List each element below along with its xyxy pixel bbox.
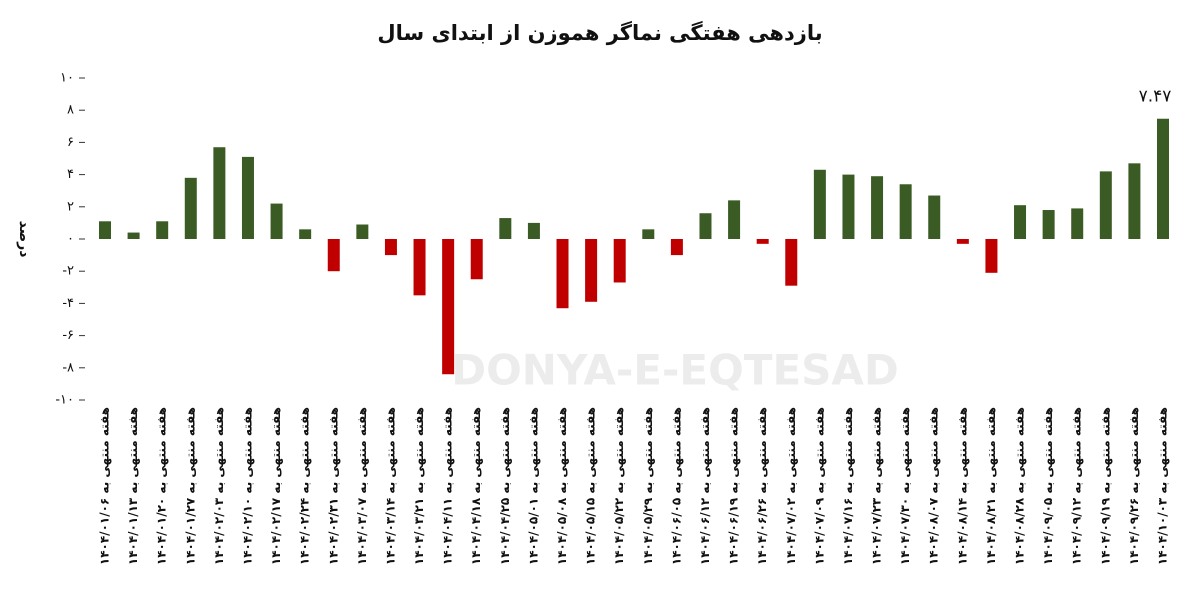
y-tick-label: -۱۰: [55, 393, 74, 408]
bar: [213, 147, 226, 239]
bar: [956, 239, 969, 244]
y-tick-label: -۶: [62, 328, 74, 343]
bar: [670, 239, 683, 256]
bar: [156, 221, 169, 239]
x-tick-label: هفته منتهی به ۱۴۰۴/۰۲/۲۴: [298, 407, 312, 565]
x-tick-label: هفته منتهی به ۱۴۰۴/۰۸/۰۷: [927, 407, 941, 565]
y-tick-label: -۸: [62, 360, 74, 375]
x-tick-label: هفته منتهی به ۱۴۰۴/۰۹/۱۲: [1070, 407, 1084, 565]
bar: [928, 195, 941, 239]
x-tick-label: هفته منتهی به ۱۴۰۴/۰۷/۱۶: [841, 407, 855, 565]
bar: [899, 184, 912, 239]
bar: [327, 239, 340, 272]
x-tick-label: هفته منتهی به ۱۴۰۴/۰۱/۲۷: [183, 407, 197, 565]
bar: [585, 239, 598, 302]
y-tick-label: ۶: [67, 135, 74, 150]
bar: [1042, 210, 1055, 239]
y-tick-label: ۰: [67, 232, 74, 247]
x-tick-label: هفته منتهی به ۱۴۰۴/۰۵/۲۹: [641, 407, 655, 565]
bar: [98, 221, 111, 239]
bar: [699, 213, 712, 239]
bar: [270, 203, 283, 239]
bar: [1128, 163, 1141, 239]
x-tick-label: هفته منتهی به ۱۴۰۴/۰۵/۲۲: [612, 407, 626, 565]
x-tick-label: هفته منتهی به ۱۴۰۴/۰۴/۲۵: [498, 407, 512, 565]
x-tick-label: هفته منتهی به ۱۴۰۴/۰۵/۱۵: [584, 407, 598, 565]
x-tick-label: هفته منتهی به ۱۴۰۴/۰۷/۲۳: [870, 407, 884, 565]
bar: [985, 239, 998, 273]
bar: [813, 169, 826, 239]
bar: [384, 239, 397, 256]
bar: [413, 239, 426, 296]
x-tick-label: هفته منتهی به ۱۴۰۴/۰۵/۰۸: [555, 407, 569, 565]
x-tick-label: هفته منتهی به ۱۴۰۴/۰۱/۲۰: [155, 407, 169, 565]
bar: [871, 176, 884, 239]
bar: [470, 239, 483, 280]
watermark: DONYA-E-EQTESAD: [451, 346, 899, 395]
bar: [842, 174, 855, 239]
bar: [613, 239, 626, 283]
bar: [728, 200, 741, 239]
x-tick-label: هفته منتهی به ۱۴۰۴/۰۷/۳۰: [898, 407, 912, 565]
y-tick-label: ۸: [67, 103, 74, 118]
y-tick-label: ۱۰: [60, 71, 74, 86]
x-tick-label: هفته منتهی به ۱۴۰۴/۰۶/۱۲: [698, 407, 712, 565]
x-tick-label: هفته منتهی به ۱۴۰۴/۰۵/۰۱: [526, 407, 540, 565]
bar: [1157, 118, 1170, 239]
x-tick-label: هفته منتهی به ۱۴۰۴/۰۹/۲۶: [1127, 407, 1141, 565]
x-tick-label: هفته منتهی به ۱۴۰۴/۰۷/۰۲: [784, 407, 798, 565]
bar: [785, 239, 798, 286]
x-tick-label: هفته منتهی به ۱۴۰۴/۰۲/۳۱: [326, 407, 340, 565]
x-tick-label: هفته منتهی به ۱۴۰۴/۰۹/۰۵: [1041, 407, 1055, 565]
bar: [127, 232, 140, 239]
bar: [1099, 171, 1112, 239]
x-tick-label: هفته منتهی به ۱۴۰۴/۰۲/۱۷: [269, 407, 283, 565]
bar: [556, 239, 569, 309]
x-tick-label: هفته منتهی به ۱۴۰۴/۰۹/۱۹: [1098, 407, 1112, 565]
bar: [442, 239, 455, 375]
chart-title: بازدهی هفتگی نماگر هموزن از ابتدای سال: [377, 20, 822, 45]
y-tick-label: -۴: [62, 296, 74, 311]
x-tick-label: هفته منتهی به ۱۴۰۴/۰۶/۱۹: [727, 407, 741, 565]
bar: [1071, 208, 1084, 239]
y-tick-label: ۲: [67, 199, 74, 214]
x-tick-label: هفته منتهی به ۱۴۰۴/۰۱/۱۳: [126, 407, 140, 565]
x-tick-label: هفته منتهی به ۱۴۰۴/۰۳/۰۷: [355, 407, 369, 565]
bar: [1014, 205, 1027, 239]
x-tick-label: هفته منتهی به ۱۴۰۴/۰۷/۰۹: [812, 407, 826, 565]
x-tick-label: هفته منتهی به ۱۴۰۴/۰۳/۱۴: [383, 407, 397, 565]
bar: [499, 218, 512, 239]
x-tick-label: هفته منتهی به ۱۴۰۴/۰۶/۲۶: [755, 407, 769, 565]
y-axis-label: درصد: [16, 221, 32, 258]
x-tick-label: هفته منتهی به ۱۴۰۴/۰۶/۰۵: [669, 407, 683, 565]
y-tick-label: ۴: [67, 167, 74, 182]
bar: [356, 224, 369, 239]
x-tick-label: هفته منتهی به ۱۴۰۴/۰۴/۱۸: [469, 407, 483, 565]
x-tick-label: هفته منتهی به ۱۴۰۴/۰۳/۲۱: [412, 407, 426, 565]
x-tick-label: هفته منتهی به ۱۴۰۴/۰۸/۲۱: [984, 407, 998, 565]
bar: [756, 239, 769, 244]
bar: [241, 156, 254, 239]
bar: [184, 177, 197, 239]
x-tick-label: هفته منتهی به ۱۴۰۴/۰۸/۱۴: [955, 407, 969, 565]
y-tick-label: -۲: [62, 264, 74, 279]
data-label: ۷.۴۷: [1139, 87, 1172, 107]
x-tick-label: هفته منتهی به ۱۴۰۴/۰۲/۱۰: [240, 407, 254, 565]
x-tick-label: هفته منتهی به ۱۴۰۴/۰۱/۰۶: [97, 407, 111, 565]
bar: [642, 229, 655, 239]
bar: [527, 222, 540, 239]
x-tick-label: هفته منتهی به ۱۴۰۴/۰۸/۲۸: [1013, 407, 1027, 565]
bar: [299, 229, 312, 239]
x-tick-label: هفته منتهی به ۱۴۰۴/۰۲/۰۳: [212, 407, 226, 565]
x-tick-label: هفته منتهی به ۱۴۰۴/۱۰/۰۳: [1156, 407, 1170, 565]
x-tick-label: هفته منتهی به ۱۴۰۴/۰۴/۱۱: [441, 407, 455, 565]
